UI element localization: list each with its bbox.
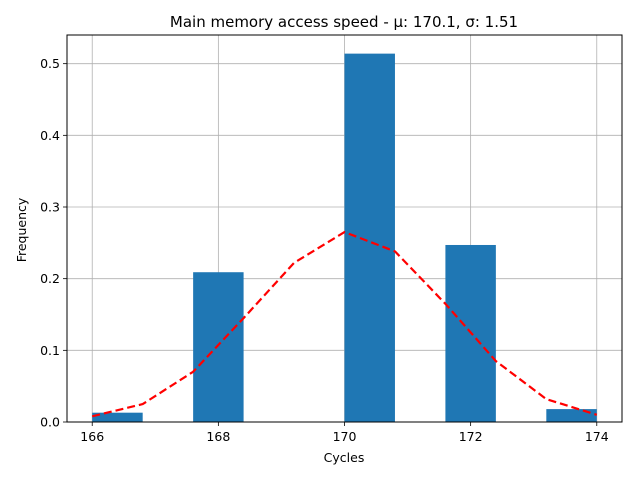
x-tick-label: 168 [206,429,230,444]
y-tick-label: 0.5 [40,56,60,71]
fit-curve-layer [91,231,598,418]
y-tick-label: 0.0 [40,415,60,430]
histogram-bar [193,272,244,422]
normal-fit-curve [91,231,598,418]
histogram-bar [92,412,143,422]
x-tick-label: 172 [459,429,483,444]
chart-title: Main memory access speed - μ: 170.1, σ: … [170,13,518,31]
x-tick-label: 166 [80,429,104,444]
histogram-bars [92,53,597,423]
y-tick-label: 0.3 [40,200,60,215]
histogram-bar [546,409,597,422]
y-axis-title: Frequency [14,197,29,262]
x-tick-label: 170 [333,429,357,444]
y-tick-label: 0.4 [40,128,60,143]
histogram-bar [344,53,395,423]
x-tick-label: 174 [585,429,609,444]
x-axis-title: Cycles [324,450,365,465]
axes: 166 168 170 172 174 0.0 0.1 0.2 0.3 0.4 0.5 [40,34,623,444]
y-tick-label: 0.2 [40,271,60,286]
y-tick-label: 0.1 [40,343,60,358]
